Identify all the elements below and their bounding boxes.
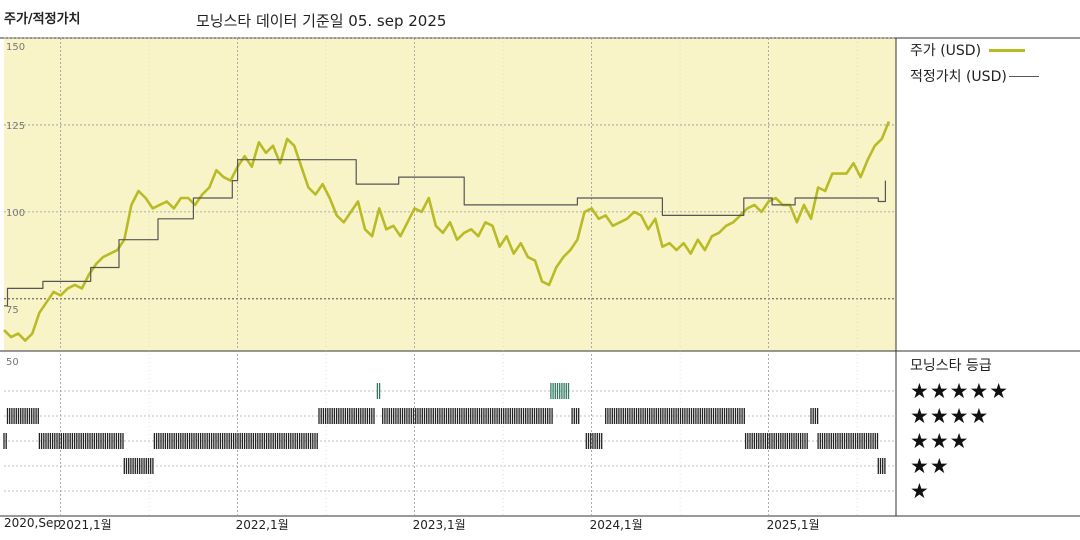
rating-segment-10 — [571, 408, 580, 424]
rating-segment-6 — [318, 408, 375, 424]
rating-segment-1 — [6, 408, 39, 424]
rating-y-tick-label: 50 — [6, 357, 19, 368]
legend-label-price: 주가 (USD) — [910, 43, 982, 59]
rating-segment-12 — [605, 408, 745, 424]
data-date-subtitle: 모닝스타 데이터 기준일 05. sep 2025 — [196, 12, 447, 30]
axis-ticks: 75 100 125 150 50 — [6, 42, 25, 368]
chart-series — [3, 121, 891, 342]
legend-swatch-fair-value — [1008, 75, 1039, 77]
rating-segment-11 — [585, 433, 603, 449]
legend-swatch-price — [989, 48, 1026, 52]
x-tick-label-2: 2022,1월 — [235, 518, 289, 532]
rating-stars-3: ★★★ — [910, 429, 970, 453]
legend-item-fair-value: 적정가치 (USD) — [910, 66, 1039, 86]
y-tick-label-150: 150 — [6, 42, 25, 53]
rating-segment-9 — [550, 383, 570, 399]
rating-stars-5: ★★★★★ — [910, 379, 1010, 403]
legend-label-fair-value: 적정가치 (USD) — [910, 69, 1007, 85]
x-tick-label-0: 2020,Sep — [4, 516, 61, 530]
y-tick-label-75: 75 — [6, 305, 19, 316]
price-series-line — [3, 121, 891, 342]
rating-bars — [3, 383, 886, 474]
x-tick-label-1: 2021,1월 — [58, 518, 112, 532]
rating-panel-title: 모닝스타 등급 — [910, 358, 992, 374]
x-tick-label-3: 2023,1월 — [412, 518, 466, 532]
rating-segment-14 — [810, 408, 819, 424]
chart-title: 주가/적정가치 — [4, 12, 81, 27]
rating-segment-16 — [877, 458, 886, 474]
chart-gridlines — [4, 37, 896, 516]
rating-segment-13 — [744, 433, 808, 449]
rating-segment-3 — [38, 433, 124, 449]
y-tick-label-125: 125 — [6, 121, 25, 132]
x-tick-label-5: 2025,1월 — [766, 518, 820, 532]
fair-value-series-line — [4, 159, 886, 307]
rating-segment-8 — [382, 408, 553, 424]
rating-segment-7 — [376, 383, 381, 399]
rating-segment-5 — [153, 433, 318, 449]
rating-stars-2: ★★ — [910, 454, 950, 478]
x-tick-label-4: 2024,1월 — [589, 518, 643, 532]
legend-item-price: 주가 (USD) — [910, 40, 1026, 60]
rating-segment-15 — [817, 433, 879, 449]
rating-segment-2 — [3, 433, 7, 449]
rating-segment-4 — [123, 458, 154, 474]
rating-stars-4: ★★★★ — [910, 404, 990, 428]
y-tick-label-100: 100 — [6, 208, 25, 219]
rating-stars-1: ★ — [910, 479, 930, 503]
